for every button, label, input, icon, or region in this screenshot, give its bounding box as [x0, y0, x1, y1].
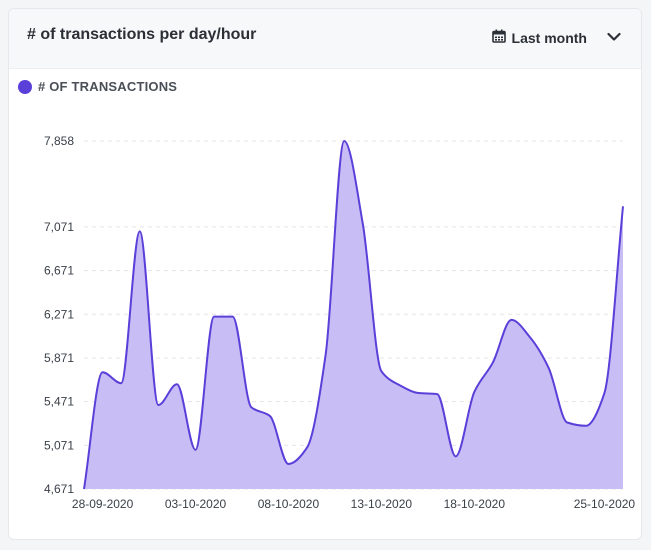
y-tick-label: 4,671: [44, 482, 74, 496]
x-tick-label: 08-10-2020: [258, 497, 320, 511]
period-dropdown[interactable]: Last month: [491, 27, 621, 49]
y-tick-label: 6,271: [44, 307, 74, 321]
x-tick-label: 18-10-2020: [444, 497, 506, 511]
y-axis-ticks: 4,671 5,071 5,471 5,871 6,271 6,671 7,071 7,858: [44, 134, 74, 496]
x-tick-label: 25-10-2020: [574, 497, 636, 511]
chevron-down-icon[interactable]: [607, 29, 621, 47]
legend-label: # OF TRANSACTIONS: [38, 79, 178, 94]
y-tick-label: 7,858: [44, 134, 74, 148]
y-tick-label: 7,071: [44, 220, 74, 234]
x-tick-label: 03-10-2020: [165, 497, 227, 511]
chart-legend[interactable]: # OF TRANSACTIONS: [18, 79, 177, 94]
card-header: # of transactions per day/hour Last mont…: [9, 9, 641, 69]
y-tick-label: 5,871: [44, 351, 74, 365]
y-tick-label: 5,071: [44, 438, 74, 452]
series-line: [83, 139, 624, 490]
calendar-icon: [491, 29, 506, 48]
x-axis-ticks: 28-09-2020 03-10-2020 08-10-2020 13-10-2020…: [72, 497, 636, 511]
legend-dot: [18, 79, 32, 94]
y-tick-label: 5,471: [44, 395, 74, 409]
series-area-fill: [84, 141, 623, 489]
x-tick-label: 13-10-2020: [351, 497, 413, 511]
card-title: # of transactions per day/hour: [27, 26, 257, 43]
y-tick-label: 6,671: [44, 264, 74, 278]
x-tick-label: 28-09-2020: [72, 497, 134, 511]
period-label: Last month: [511, 30, 587, 46]
